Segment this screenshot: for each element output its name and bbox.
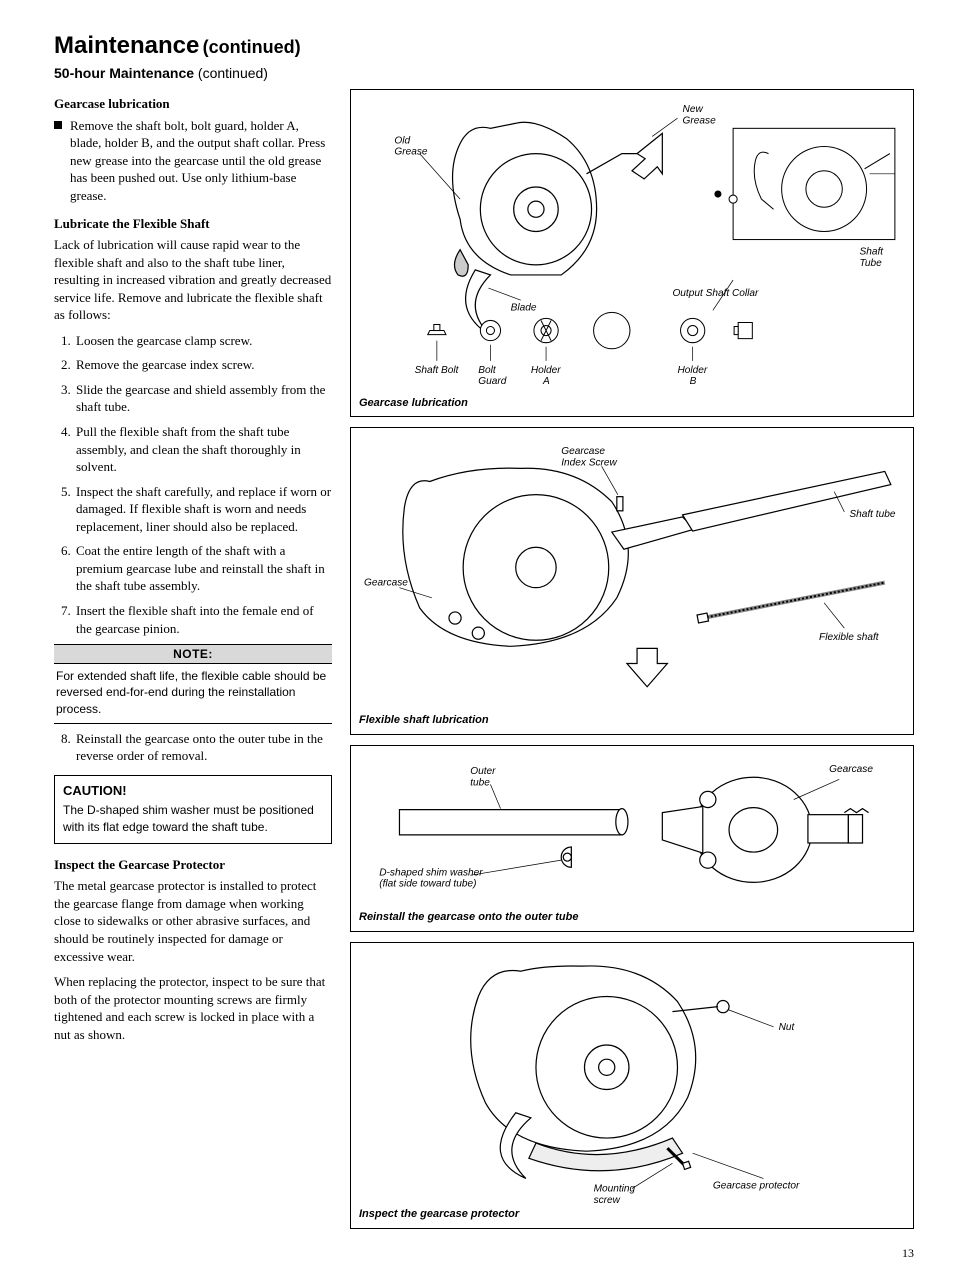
- figure-reinstall-gearcase: Outertube Gearcase D-shaped shim washer(…: [350, 745, 914, 932]
- step-5: Inspect the shaft carefully, and replace…: [74, 483, 332, 536]
- label-new-grease: NewGrease: [683, 104, 717, 126]
- figure-inspect-protector: Nut Mountingscrew Gearcase protector Ins…: [350, 942, 914, 1230]
- bullet-item: Remove the shaft bolt, bolt guard, holde…: [54, 117, 332, 205]
- figure-caption: Inspect the gearcase protector: [359, 1207, 905, 1222]
- text-column: Gearcase lubrication Remove the shaft bo…: [54, 89, 332, 1239]
- diagram-inspect-protector: Nut Mountingscrew Gearcase protector: [359, 951, 905, 1204]
- label-shaft-tube-2: Shaft tube: [849, 509, 895, 520]
- bullet-square-icon: [54, 121, 62, 129]
- numbered-steps: Loosen the gearcase clamp screw. Remove …: [54, 332, 332, 637]
- label-shim-washer: D-shaped shim washer(flat side toward tu…: [379, 868, 483, 890]
- step-7: Insert the flexible shaft into the femal…: [74, 602, 332, 637]
- label-gearcase-index-screw: GearcaseIndex Screw: [561, 447, 617, 469]
- label-blade: Blade: [511, 303, 537, 314]
- label-old-grease: OldGrease: [394, 136, 428, 158]
- note-box: NOTE: For extended shaft life, the flexi…: [54, 644, 332, 724]
- page-number: 13: [54, 1245, 914, 1261]
- step-6: Coat the entire length of the shaft with…: [74, 542, 332, 595]
- label-holder-a: HolderA: [531, 365, 561, 387]
- caution-box: CAUTION! The D-shaped shim washer must b…: [54, 775, 332, 844]
- two-column-layout: Gearcase lubrication Remove the shaft bo…: [54, 89, 914, 1239]
- label-bolt-guard: BoltGuard: [478, 365, 506, 387]
- numbered-steps-cont: Reinstall the gearcase onto the outer tu…: [54, 730, 332, 765]
- figure-caption: Flexible shaft lubrication: [359, 713, 905, 728]
- section-heading: 50-hour Maintenance (continued): [54, 64, 914, 83]
- heading-gearcase-lubrication: Gearcase lubrication: [54, 95, 332, 113]
- diagram-gearcase-lubrication: OldGrease NewGrease ShaftTube Blade Outp…: [359, 98, 905, 391]
- label-gearcase: Gearcase: [364, 578, 408, 589]
- label-shaft-bolt: Shaft Bolt: [415, 365, 460, 376]
- figure-flexible-shaft-lubrication: GearcaseIndex Screw Gearcase Shaft tube …: [350, 427, 914, 735]
- section-continued: (continued): [198, 65, 268, 81]
- title-main: Maintenance: [54, 32, 199, 59]
- figure-caption: Gearcase lubrication: [359, 396, 905, 411]
- step-1: Loosen the gearcase clamp screw.: [74, 332, 332, 350]
- step-4: Pull the flexible shaft from the shaft t…: [74, 423, 332, 476]
- label-mounting-screw: Mountingscrew: [594, 1183, 636, 1203]
- note-header: NOTE:: [54, 644, 332, 664]
- label-holder-b: HolderB: [677, 365, 707, 387]
- page-title: Maintenance (continued): [54, 30, 914, 62]
- label-outer-tube: Outertube: [470, 766, 496, 788]
- label-flexible-shaft: Flexible shaft: [819, 633, 880, 644]
- note-body: For extended shaft life, the flexible ca…: [54, 664, 332, 724]
- label-gearcase-protector: Gearcase protector: [713, 1180, 800, 1191]
- label-gearcase-3: Gearcase: [829, 764, 873, 775]
- diagram-reinstall-gearcase: Outertube Gearcase D-shaped shim washer(…: [359, 754, 905, 906]
- step-8: Reinstall the gearcase onto the outer tu…: [74, 730, 332, 765]
- heading-inspect-protector: Inspect the Gearcase Protector: [54, 856, 332, 874]
- paragraph-inspect-1: The metal gearcase protector is installe…: [54, 877, 332, 965]
- paragraph-inspect-2: When replacing the protector, inspect to…: [54, 973, 332, 1043]
- section-bold: 50-hour Maintenance: [54, 65, 194, 81]
- bullet-text: Remove the shaft bolt, bolt guard, holde…: [70, 117, 332, 205]
- figures-column: OldGrease NewGrease ShaftTube Blade Outp…: [350, 89, 914, 1239]
- step-2: Remove the gearcase index screw.: [74, 356, 332, 374]
- label-output-collar: Output Shaft Collar: [672, 288, 759, 299]
- step-3: Slide the gearcase and shield assembly f…: [74, 381, 332, 416]
- label-shaft-tube: ShaftTube: [859, 247, 884, 269]
- caution-header: CAUTION!: [63, 782, 323, 800]
- diagram-flexible-shaft: GearcaseIndex Screw Gearcase Shaft tube …: [359, 436, 905, 709]
- figure-gearcase-lubrication: OldGrease NewGrease ShaftTube Blade Outp…: [350, 89, 914, 417]
- figure-caption: Reinstall the gearcase onto the outer tu…: [359, 910, 905, 925]
- heading-lubricate-flex-shaft: Lubricate the Flexible Shaft: [54, 215, 332, 233]
- label-nut: Nut: [779, 1022, 796, 1033]
- paragraph-flex-intro: Lack of lubrication will cause rapid wea…: [54, 236, 332, 324]
- title-continued: (continued): [203, 37, 301, 57]
- caution-body: The D-shaped shim washer must be positio…: [63, 802, 323, 834]
